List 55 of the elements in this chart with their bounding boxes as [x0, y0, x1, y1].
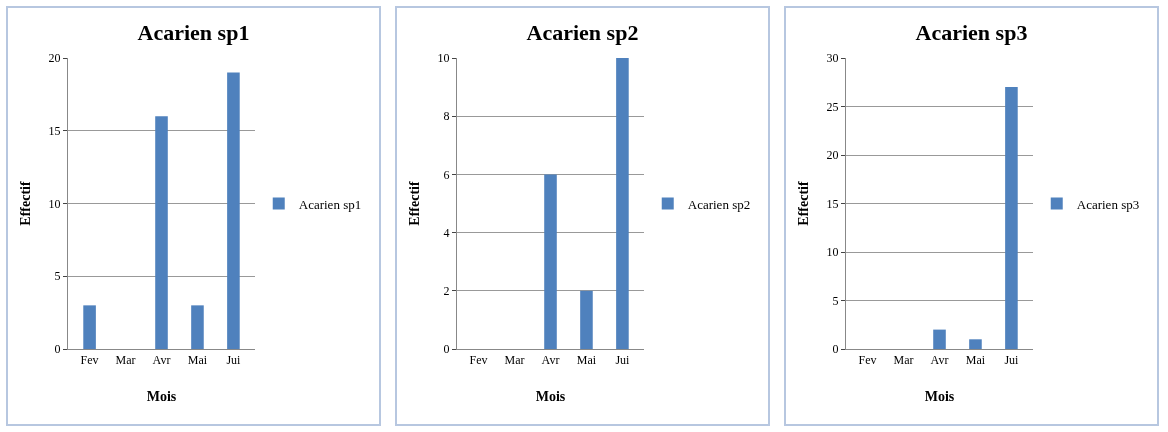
chart-title: Acarien sp2 [526, 20, 639, 46]
y-tick-label: 15 [826, 196, 839, 211]
y-tick-label: 5 [832, 293, 839, 308]
y-tick-label: 8 [443, 109, 450, 124]
x-tick-label: Fev [469, 353, 488, 368]
x-tick-label: Mar [504, 353, 525, 368]
y-tick-label: 30 [826, 51, 839, 66]
x-tick-label: Avr [152, 353, 171, 368]
bar [83, 305, 96, 349]
y-tick-label: 25 [826, 99, 839, 114]
chart-title: Acarien sp1 [137, 20, 250, 46]
x-tick-label: Mai [187, 353, 208, 368]
x-axis-title: Mois [146, 389, 177, 404]
y-tick-label: 10 [48, 196, 61, 211]
x-tick-label: Mar [893, 353, 914, 368]
y-tick-label: 10 [826, 245, 839, 260]
bar [969, 339, 982, 349]
bar [227, 72, 240, 349]
y-axis-title: Effectif [18, 181, 33, 226]
chart-title: Acarien sp3 [915, 20, 1028, 46]
bar [191, 305, 204, 349]
bar [580, 290, 593, 349]
y-tick-label: 4 [443, 225, 450, 240]
x-tick-label: Jui [1004, 353, 1020, 368]
x-tick-label: Jui [615, 353, 631, 368]
y-axis-title: Effectif [796, 181, 811, 226]
x-tick-label: Mai [965, 353, 986, 368]
y-tick-label: 15 [48, 123, 61, 138]
y-tick-label: 5 [54, 269, 61, 284]
x-tick-label: Jui [226, 353, 242, 368]
y-tick-label: 20 [826, 148, 839, 163]
bar [616, 58, 629, 349]
bar [544, 174, 557, 349]
legend-label: Acarien sp2 [687, 196, 751, 212]
y-tick-label: 0 [54, 342, 61, 357]
y-tick-label: 2 [443, 284, 450, 298]
y-axis-title: Effectif [407, 181, 422, 226]
bar [933, 329, 946, 349]
x-tick-label: Fev [80, 353, 99, 368]
legend-label: Acarien sp3 [1076, 196, 1140, 212]
x-tick-label: Fev [858, 353, 877, 368]
x-tick-label: Mai [576, 353, 597, 368]
legend-label: Acarien sp1 [298, 196, 362, 212]
y-tick-label: 6 [443, 167, 450, 182]
x-tick-label: Mar [115, 353, 136, 368]
bar [1005, 87, 1018, 349]
x-tick-label: Avr [541, 353, 560, 368]
x-axis-title: Mois [924, 389, 955, 404]
bar [155, 116, 168, 349]
y-tick-label: 0 [832, 342, 839, 357]
y-tick-label: 10 [437, 51, 450, 66]
x-axis-title: Mois [535, 389, 566, 404]
y-tick-label: 0 [443, 342, 450, 357]
y-tick-label: 20 [48, 51, 61, 66]
x-tick-label: Avr [930, 353, 949, 368]
